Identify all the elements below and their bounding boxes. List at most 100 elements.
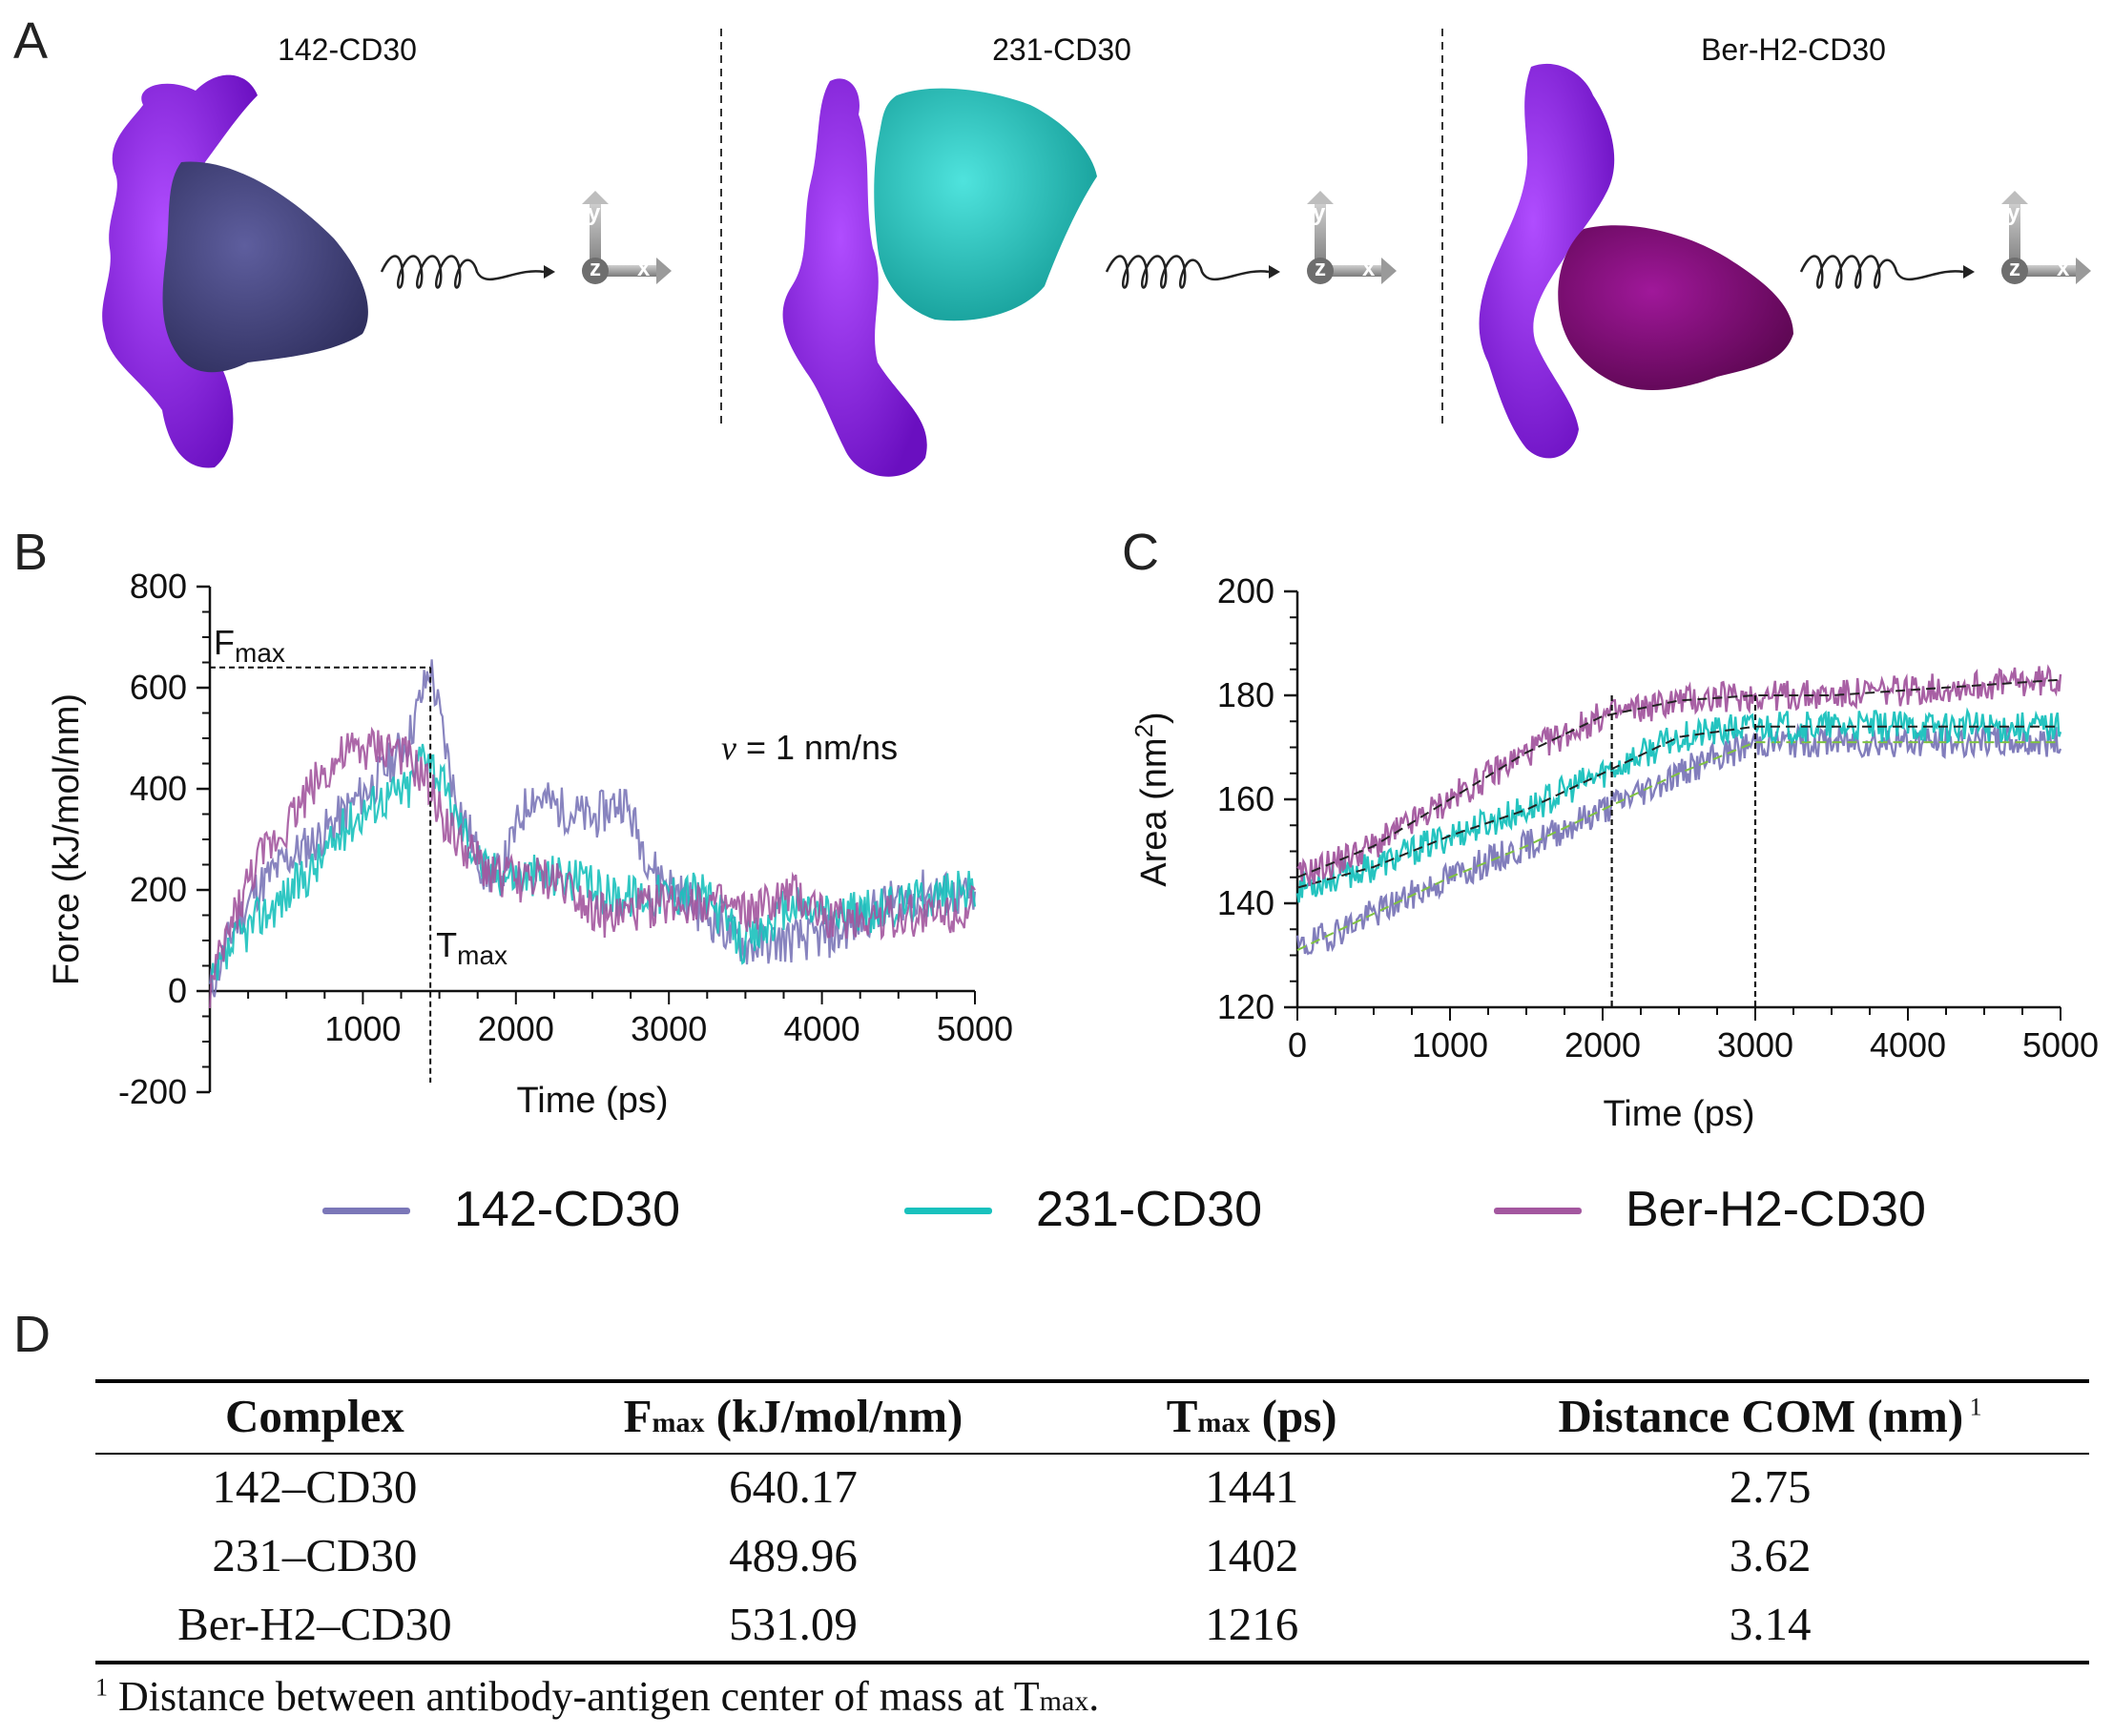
structure-title-231: 231-CD30 [992,32,1131,67]
table-row: Ber-H2–CD30 531.09 1216 3.14 [95,1592,2089,1664]
panel-letter-a: A [13,12,49,70]
tmax-label-sub: max [457,940,508,970]
table-row: 231–CD30 489.96 1402 3.62 [95,1523,2089,1592]
x-tick-label: 1000 [324,1009,401,1048]
footnote-text: Distance between antibody-antigen center… [108,1673,1040,1720]
tmax-label-main: T [436,925,457,964]
axis-x-label: x [2057,256,2070,281]
legend-label-231: 231-CD30 [1036,1182,1263,1237]
axis-z-label: z [1315,256,1326,281]
axis-y-label: y [2007,200,2020,226]
antibody-231 [874,88,1097,321]
series-line-1 [1295,707,2062,903]
axis-z-label: z [2009,256,2020,281]
fmax-label-main: F [214,623,235,662]
x-axis-label: Time (ps) [516,1081,668,1121]
x-tick-label: 4000 [784,1009,860,1048]
x-tick-label: 2000 [478,1009,554,1048]
cell-fmax: 489.96 [729,1529,858,1581]
cell-complex: 231–CD30 [212,1529,418,1581]
panel-a-structures [102,29,1975,477]
series-line-0 [1295,722,2062,956]
y-tick-label: 200 [1217,571,1274,610]
x-axis-label: Time (ps) [1603,1094,1754,1134]
structure-231-cd30 [782,78,1097,477]
series-line-2 [208,726,976,1009]
antigen-berh2 [1479,63,1615,459]
axis-y-label: y [588,200,601,226]
y-tick-label: 160 [1217,779,1274,818]
y-tick-label: 800 [130,567,187,606]
cell-complex: Ber-H2–CD30 [95,1592,534,1664]
legend-label-berh2: Ber-H2-CD30 [1626,1182,1926,1237]
cell-distance: 3.62 [1729,1529,1812,1581]
fit-line-2 [1296,678,2061,878]
cell-fmax: 640.17 [729,1460,858,1513]
x-tick-label: 4000 [1870,1025,1946,1064]
footnote-sub: max [1039,1685,1089,1717]
header-complex: Complex [95,1379,534,1455]
axes-icon-1: y z x [572,191,677,296]
spring-arrow-2 [1105,255,1280,289]
table-footnote: 1 Distance between antibody-antigen cent… [95,1672,1099,1721]
y-tick-label: 0 [168,971,187,1010]
axis-z-label: z [590,256,601,281]
cell-fmax: 531.09 [533,1592,1053,1664]
axis-y-label: y [1313,200,1326,226]
spring-arrow-1 [380,255,555,289]
structure-title-berh2: Ber-H2-CD30 [1701,32,1886,67]
footnote-end: . [1088,1673,1100,1720]
cell-distance: 2.75 [1729,1460,1812,1513]
y-axis-label-sup: 2 [1129,724,1158,737]
table-header-row: Complex Fmax (kJ/mol/nm) Tmax (ps) Dista… [95,1379,2089,1455]
axes-glyph-1 [582,191,672,284]
series-line-1 [209,743,977,984]
x-tick-label: 5000 [2022,1025,2099,1064]
footnote-mark: 1 [95,1673,108,1702]
structure-title-142: 142-CD30 [278,32,417,67]
table-row: 142–CD30 640.17 1441 2.75 [95,1454,2089,1523]
velocity-text: = 1 nm/ns [736,728,898,767]
y-tick-label: -200 [118,1072,187,1111]
y-tick-label: 400 [130,769,187,808]
velocity-label: ν = 1 nm/ns [721,728,898,767]
x-tick-label: 1000 [1412,1025,1488,1064]
fit-line-0 [1296,741,2061,951]
y-tick-label: 180 [1217,675,1274,714]
axes-icon-2: y z x [1297,191,1402,296]
header-tmax: Tmax (ps) [1052,1379,1452,1455]
y-tick-label: 120 [1217,987,1274,1026]
cell-complex: 142–CD30 [212,1460,418,1513]
panel-letter-c: C [1122,524,1159,581]
tmax-label: Tmax [436,925,508,970]
fmax-label-sub: max [235,638,285,668]
legend-swatch-142 [322,1208,410,1214]
results-table: Complex Fmax (kJ/mol/nm) Tmax (ps) Dista… [95,1379,2089,1664]
structure-berh2-cd30 [1479,63,1793,459]
y-axis-label: Force (kJ/mol/nm) [47,693,87,985]
y-tick-label: 140 [1217,883,1274,922]
force-chart: -200 0 200 400 600 800 1000 2000 3000 4000 5000 Tim… [47,567,1013,1121]
header-distance: Distance COM (nm) 1 [1451,1379,2089,1455]
panel-letter-d: D [13,1306,51,1363]
x-tick-label: 2000 [1564,1025,1641,1064]
spring-arrow-3 [1799,255,1975,289]
cell-distance: 3.14 [1451,1592,2089,1664]
velocity-symbol: ν [721,729,736,767]
y-axis-label-main: Area (nm [1134,737,1174,886]
axes-glyph-2 [1307,191,1397,284]
panel-letter-b: B [13,524,49,581]
cell-tmax: 1441 [1205,1460,1299,1513]
structure-142-cd30 [102,74,368,468]
legend-swatch-berh2 [1494,1208,1582,1214]
legend-label-142: 142-CD30 [454,1182,681,1237]
y-tick-label: 200 [130,870,187,909]
cell-tmax: 1402 [1205,1529,1299,1581]
antigen-231 [782,78,927,477]
series-line-0 [208,659,977,998]
x-tick-label: 3000 [631,1009,707,1048]
y-axis-label: Area (nm2) [1129,712,1174,886]
fmax-label: Fmax [214,623,285,668]
axes-icon-3: y z x [1992,191,2097,296]
